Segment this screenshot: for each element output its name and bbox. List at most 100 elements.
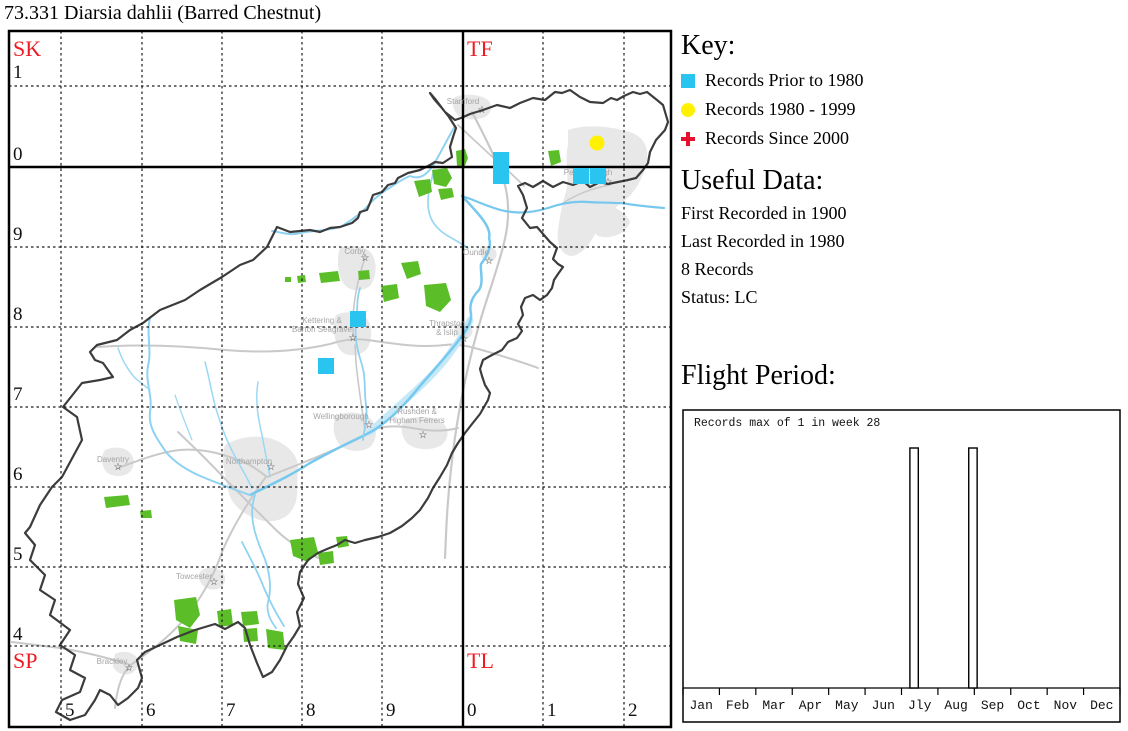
record-markers bbox=[318, 135, 606, 374]
easting-label: 7 bbox=[226, 700, 236, 721]
record-marker-pre1980 bbox=[318, 358, 334, 374]
place-label: Oundle bbox=[463, 248, 489, 257]
key-label: Records Since 2000 bbox=[705, 128, 849, 148]
town-star-icon: ☆ bbox=[365, 420, 374, 431]
easting-label: 5 bbox=[65, 700, 75, 721]
month-label: Apr bbox=[799, 698, 822, 713]
rivers bbox=[117, 125, 666, 629]
town-star-icon: ☆ bbox=[267, 462, 276, 473]
place-label: Towcester bbox=[176, 572, 212, 581]
grid-letter-sp: SP bbox=[13, 648, 37, 673]
town-star-icon: ☆ bbox=[485, 256, 494, 267]
northing-label: 7 bbox=[13, 384, 23, 405]
grid-100km-lines bbox=[9, 31, 671, 727]
town-star-icon: ☆ bbox=[125, 663, 134, 674]
woodland-patches bbox=[104, 149, 561, 650]
record-marker-1980-1999 bbox=[589, 135, 605, 151]
place-label: & Islip bbox=[436, 328, 458, 337]
northing-label: 6 bbox=[13, 464, 23, 485]
useful-data-title: Useful Data: bbox=[681, 165, 824, 196]
month-label: Sep bbox=[981, 698, 1004, 713]
key-item-1980-1999: Records 1980 - 1999 bbox=[681, 99, 863, 119]
month-label: Jly bbox=[908, 698, 932, 713]
town-star-icon: ☆ bbox=[460, 334, 469, 345]
flight-period-title: Flight Period: bbox=[681, 360, 836, 391]
grid-letter-tf: TF bbox=[467, 36, 493, 61]
month-label: Oct bbox=[1017, 698, 1040, 713]
place-label: Kettering & bbox=[302, 316, 342, 325]
place-label: Thrapston bbox=[429, 319, 465, 328]
page-title: 73.331 Diarsia dahlii (Barred Chestnut) bbox=[4, 2, 322, 24]
northing-label: 4 bbox=[13, 624, 23, 645]
place-label: Daventry bbox=[97, 455, 129, 464]
record-marker-pre1980 bbox=[590, 168, 606, 184]
month-label: Jun bbox=[872, 698, 895, 713]
town-star-icon: ☆ bbox=[478, 105, 487, 116]
month-label: Dec bbox=[1090, 698, 1113, 713]
flight-period-chart: Records max of 1 in week 28 Jan Feb Mar Apr… bbox=[682, 409, 1121, 723]
roads bbox=[11, 110, 611, 709]
key-item-pre1980: Records Prior to 1980 bbox=[681, 70, 864, 90]
month-label: Mar bbox=[762, 698, 785, 713]
place-label: Stamford bbox=[447, 97, 479, 106]
map-generated-labels: 5678901210987654Stamford☆Peterborough☆Ou… bbox=[13, 62, 638, 721]
key-item-since2000: Records Since 2000 bbox=[681, 128, 863, 148]
key-title: Key: bbox=[681, 30, 736, 61]
chart-annotation: Records max of 1 in week 28 bbox=[694, 417, 880, 430]
place-label: Higham Ferrers bbox=[389, 416, 445, 425]
month-label: Feb bbox=[726, 698, 749, 713]
record-marker-pre1980 bbox=[573, 168, 589, 184]
month-label: May bbox=[835, 698, 859, 713]
record-marker-pre1980 bbox=[493, 152, 509, 168]
place-label: Barton Seagrave bbox=[292, 325, 353, 334]
red-cross-icon bbox=[681, 131, 695, 146]
grid-letter-sk: SK bbox=[13, 36, 41, 61]
key-section: Key: Records Prior to 1980 Records 1980 … bbox=[681, 31, 863, 148]
northing-label: 8 bbox=[13, 304, 23, 325]
town-star-icon: ☆ bbox=[361, 253, 370, 264]
cyan-square-icon bbox=[681, 73, 695, 88]
last-recorded: Last Recorded in 1980 bbox=[681, 231, 845, 251]
record-count: 8 Records bbox=[681, 259, 754, 279]
easting-label: 1 bbox=[547, 700, 557, 721]
month-label: Aug bbox=[944, 698, 967, 713]
map-border bbox=[7, 29, 673, 729]
flight-bar-week-28 bbox=[909, 447, 920, 689]
town-star-icon: ☆ bbox=[604, 177, 613, 188]
town-star-icon: ☆ bbox=[419, 430, 428, 441]
place-label: Brackley bbox=[97, 657, 128, 666]
key-label: Records Prior to 1980 bbox=[705, 70, 864, 90]
northing-label: 5 bbox=[13, 544, 23, 565]
chart-border bbox=[682, 409, 1121, 723]
place-label: Rushden & bbox=[397, 407, 437, 416]
northing-label: 0 bbox=[13, 144, 23, 165]
county-boundary bbox=[23, 88, 670, 722]
record-marker-pre1980 bbox=[493, 168, 509, 184]
easting-label: 0 bbox=[467, 700, 477, 721]
yellow-circle-icon bbox=[681, 102, 695, 117]
record-marker-pre1980 bbox=[350, 311, 366, 327]
month-label: Jan bbox=[690, 698, 713, 713]
urban-areas bbox=[102, 94, 648, 675]
distribution-map: SK TF SP TL 5678901210987654Stamford☆Pet… bbox=[7, 29, 673, 729]
month-label: Nov bbox=[1054, 698, 1078, 713]
easting-label: 8 bbox=[306, 700, 316, 721]
grid-letter-tl: TL bbox=[467, 648, 494, 673]
flight-bar-week-35 bbox=[968, 447, 978, 689]
easting-label: 2 bbox=[628, 700, 638, 721]
key-label: Records 1980 - 1999 bbox=[705, 99, 856, 119]
easting-label: 9 bbox=[386, 700, 396, 721]
place-label: Wellingborough bbox=[313, 412, 368, 421]
grid-lines bbox=[9, 31, 671, 727]
easting-label: 6 bbox=[146, 700, 156, 721]
status: Status: LC bbox=[681, 287, 758, 307]
town-star-icon: ☆ bbox=[349, 333, 358, 344]
place-label: Northampton bbox=[226, 457, 272, 466]
town-star-icon: ☆ bbox=[114, 462, 123, 473]
first-recorded: First Recorded in 1900 bbox=[681, 203, 847, 223]
place-label: Corby bbox=[344, 247, 365, 256]
useful-data-section: Useful Data: First Recorded in 1900 Last… bbox=[681, 166, 846, 308]
town-star-icon: ☆ bbox=[210, 577, 219, 588]
northing-label: 1 bbox=[13, 62, 23, 83]
